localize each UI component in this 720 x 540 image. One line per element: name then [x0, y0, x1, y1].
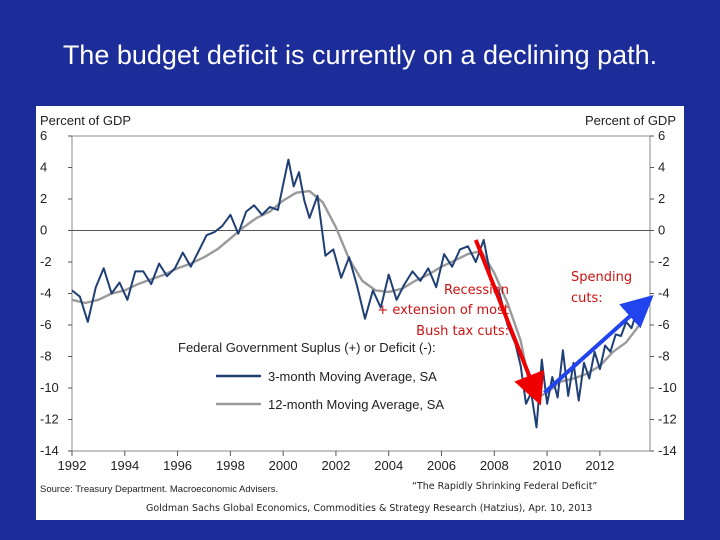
y-tick-label-right: 4	[658, 160, 665, 175]
x-tick-label: 2012	[585, 458, 614, 473]
citation-line: Goldman Sachs Global Economics, Commodit…	[146, 503, 592, 514]
y-tick-label-right: -12	[658, 412, 677, 427]
y-tick-label-left: -4	[40, 286, 52, 301]
y-tick-label-left: 2	[40, 191, 47, 206]
series-lines	[71, 158, 641, 429]
y-axis-label-left: Percent of GDP	[40, 113, 131, 128]
x-tick-label: 2002	[321, 458, 350, 473]
y-tick-label-left: -10	[40, 380, 59, 395]
blue-arrow-icon	[543, 294, 654, 395]
y-tick-label-left: -6	[40, 317, 52, 332]
axis-ticks: 6 6 4 4 2 2 0 0 -2 -2 -4 -4 -6 -6 -8 -8 -10 -10 -12 -12 -14 -…	[40, 128, 677, 473]
chart-text: Percent of GDP Percent of GDP Source: Trea…	[40, 113, 676, 514]
y-tick-label-right: 0	[658, 223, 665, 238]
chart-legend: Federal Government Suplus (+) or Deficit…	[178, 340, 444, 412]
annotation-recession-line: + extension of most	[377, 303, 509, 318]
citation-title: “The Rapidly Shrinking Federal Deficit”	[412, 481, 597, 492]
red-arrow-icon	[473, 239, 545, 406]
x-tick-label: 1994	[110, 458, 139, 473]
legend-label-3-month: 3-month Moving Average, SA	[268, 369, 437, 384]
x-tick-label: 1996	[163, 458, 192, 473]
annotation-recession-line: Bush tax cuts:	[416, 324, 509, 339]
y-tick-label-right: -14	[658, 443, 677, 458]
y-tick-label-left: -2	[40, 254, 52, 269]
x-tick-label: 2008	[480, 458, 509, 473]
x-tick-label: 1998	[216, 458, 245, 473]
x-tick-label: 2004	[374, 458, 403, 473]
deficit-chart: 6 6 4 4 2 2 0 0 -2 -2 -4 -4 -6 -6 -8 -8 -10 -10 -12 -12 -14 -…	[40, 113, 677, 514]
y-tick-label-left: -14	[40, 443, 59, 458]
legend-label-12-month: 12-month Moving Average, SA	[268, 397, 444, 412]
slide-title: The budget deficit is currently on a dec…	[62, 40, 658, 70]
y-tick-label-right: -2	[658, 254, 670, 269]
y-tick-label-right: -4	[658, 286, 670, 301]
x-tick-label: 2010	[533, 458, 562, 473]
y-tick-label-left: 4	[40, 160, 47, 175]
y-tick-label-right: -10	[658, 380, 677, 395]
x-tick-label: 1992	[58, 458, 87, 473]
y-axis-label-right: Percent of GDP	[585, 113, 676, 128]
x-tick-label: 2006	[427, 458, 456, 473]
legend-title: Federal Government Suplus (+) or Deficit…	[178, 340, 436, 355]
source-note: Source: Treasury Department. Macroeconom…	[40, 484, 278, 495]
annotation-spending-line: Spending	[571, 270, 632, 285]
chart-panel: 6 6 4 4 2 2 0 0 -2 -2 -4 -4 -6 -6 -8 -8 -10 -10 -12 -12 -14 -…	[36, 106, 684, 520]
y-tick-label-right: 2	[658, 191, 665, 206]
y-tick-label-left: 0	[40, 223, 47, 238]
y-tick-label-left: -12	[40, 412, 59, 427]
annotation-spending-line: cuts:	[571, 291, 603, 306]
y-tick-label-right: -6	[658, 317, 670, 332]
y-tick-label-right: -8	[658, 349, 670, 364]
y-tick-label-left: -8	[40, 349, 52, 364]
series-line-12-month	[71, 189, 641, 399]
series-line-3-month	[71, 158, 641, 429]
x-tick-label: 2000	[269, 458, 298, 473]
y-tick-label-left: 6	[40, 128, 47, 143]
y-tick-label-right: 6	[658, 128, 665, 143]
